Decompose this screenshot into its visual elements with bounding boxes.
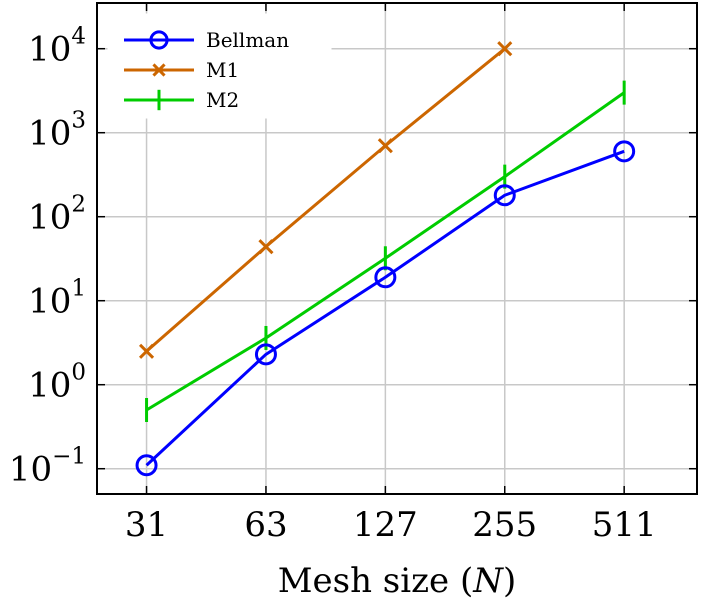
plot-frame [96,2,698,495]
series-line [145,47,506,353]
x-axis-tick-labels: 31 63 127 255 511 [125,505,657,545]
series-bellman [135,140,636,477]
y-tick-label: 100 [28,360,86,406]
x-tick-label: 31 [125,505,168,545]
x-tick-label: 63 [244,505,287,545]
x-marker [258,239,274,255]
legend-item-m1: M1 [124,58,239,82]
legend-box [107,13,332,119]
circle-marker [374,266,397,289]
series-m1 [138,41,513,359]
x-marker [152,63,166,77]
legend: Bellman M1 M2 [107,13,332,119]
y-tick-label: 103 [28,108,86,154]
y-tick-label: 10−1 [9,444,86,490]
legend-label: Bellman [206,28,289,52]
x-marker [497,41,513,57]
x-marker [138,343,155,359]
x-axis-title: Mesh size (N) [278,561,517,601]
x-marker [377,138,393,154]
circle-marker [493,184,516,207]
y-tick-label: 102 [28,192,86,238]
x-tick-label: 255 [472,505,537,545]
x-tick-label: 127 [353,505,418,545]
series-group [135,41,636,477]
circle-marker [613,140,636,163]
series-line [145,149,625,467]
y-tick-label: 104 [28,24,86,70]
legend-label: M2 [206,88,239,112]
legend-item-m2: M2 [124,88,239,112]
circle-marker [135,454,158,477]
y-tick-label: 101 [28,276,86,322]
circle-marker [149,30,169,50]
legend-label: M1 [206,58,239,82]
x-tick-label: 511 [592,505,657,545]
legend-item-bellman: Bellman [124,28,289,52]
axis-ticks [97,3,697,494]
y-axis-tick-labels: 10−1 100 101 102 103 104 [9,24,86,490]
circle-marker [254,343,277,366]
